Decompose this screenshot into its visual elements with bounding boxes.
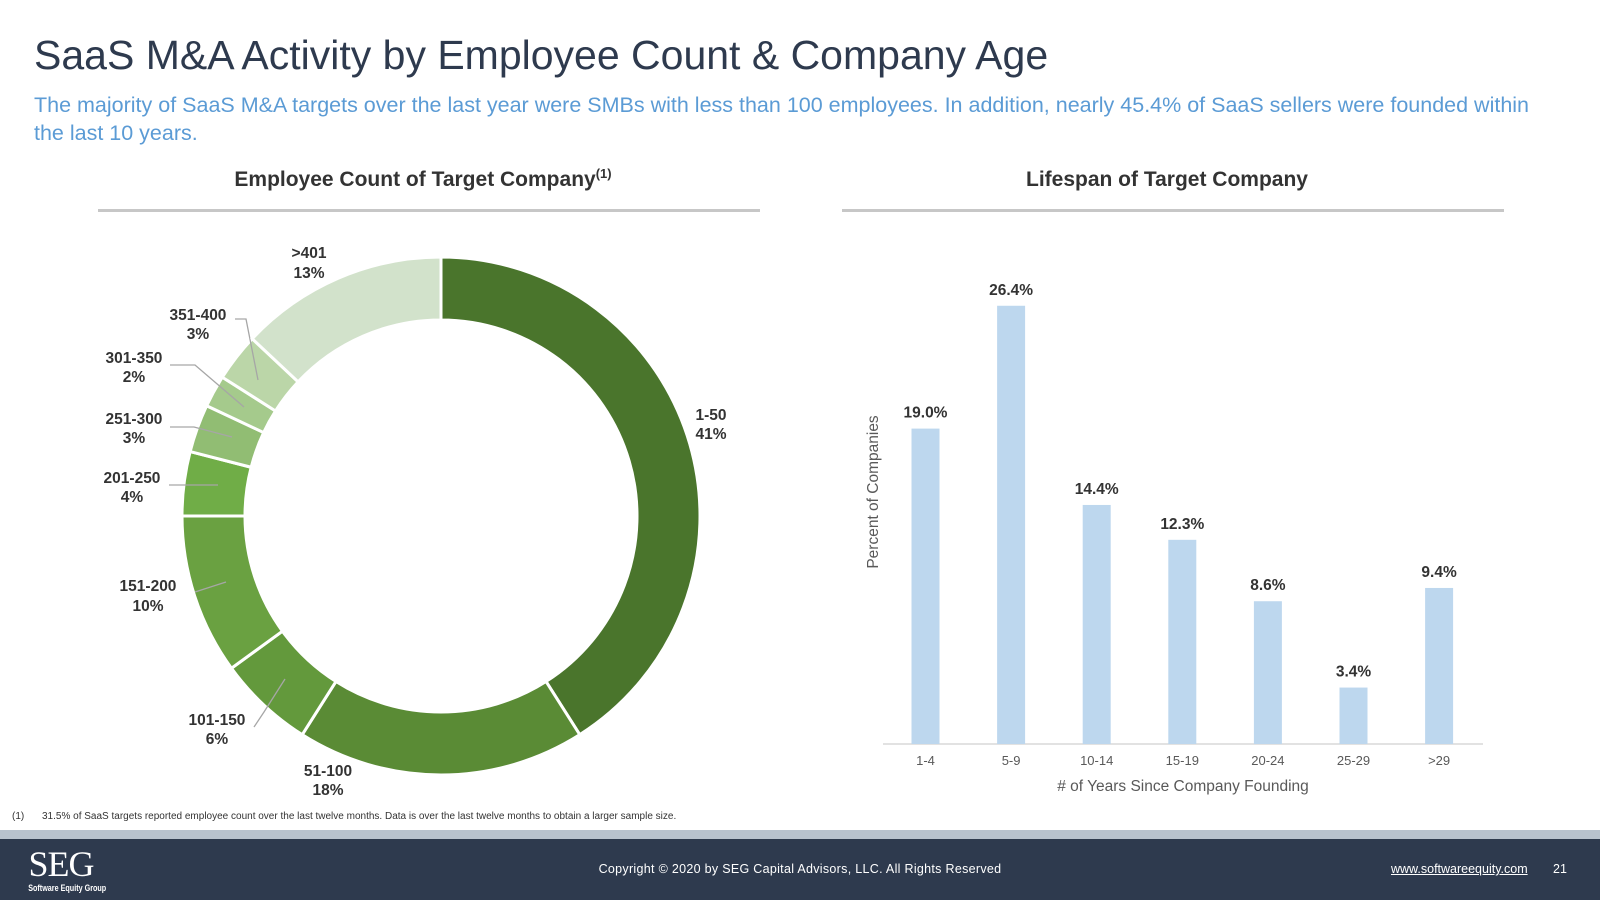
donut-chart-title: Employee Count of Target Company(1)	[98, 166, 748, 192]
bar-value-label: 3.4%	[1336, 664, 1372, 681]
bar-20-24	[1253, 601, 1282, 744]
donut-category-label: 1-50	[695, 407, 726, 424]
bar-tick-label: 5-9	[1002, 753, 1021, 768]
donut-leader-line	[253, 678, 286, 728]
bar-tick-label: 1-4	[916, 753, 935, 768]
seg-logo: SEG Software Equity Group	[20, 844, 107, 893]
donut-value-label: 2%	[123, 369, 146, 386]
donut-chart-title-footnote-ref: (1)	[595, 166, 612, 181]
bar-chart-title: Lifespan of Target Company	[1026, 168, 1308, 191]
logo-subtext: Software Equity Group	[28, 883, 107, 893]
logo-mark: SEG	[28, 844, 94, 884]
donut-value-label: 13%	[293, 265, 324, 282]
donut-value-label: 41%	[695, 426, 726, 443]
bar-5-9	[997, 305, 1026, 744]
page-number: 21	[1553, 862, 1567, 876]
bar-value-label: 14.4%	[1075, 481, 1119, 498]
bar-25-29	[1339, 687, 1368, 744]
footer-stripe	[0, 830, 1600, 839]
page-subtitle: The majority of SaaS M&A targets over th…	[34, 93, 1530, 145]
bar-tick-label: 10-14	[1080, 753, 1113, 768]
bar-10-14	[1082, 504, 1111, 744]
footnote-number: (1)	[12, 811, 25, 822]
donut-category-label: 251-300	[106, 411, 163, 428]
donut-chart: 1-50 41% 51-100 18% 101-150 6% 151-200 10% 201-2…	[104, 245, 727, 799]
donut-leader-line	[194, 581, 227, 593]
donut-category-label: >401	[292, 245, 327, 262]
copyright-text: Copyright © 2020 by SEG Capital Advisors…	[598, 862, 1002, 876]
donut-category-label: 201-250	[104, 470, 161, 487]
bar-value-label: 19.0%	[904, 405, 948, 422]
donut-leader-line	[235, 318, 259, 381]
website-link[interactable]: www.softwareequity.com	[1391, 862, 1528, 876]
bar-tick-label: 20-24	[1251, 753, 1284, 768]
donut-value-label: 4%	[121, 489, 144, 506]
footnote: (1) 31.5% of SaaS targets reported employ…	[12, 811, 676, 822]
donut-leader-line	[170, 426, 233, 438]
donut-leader-line	[170, 364, 245, 408]
bar-chart-title-rule	[842, 209, 1504, 212]
bar-15-19	[1168, 539, 1197, 744]
donut-value-label: 18%	[312, 782, 343, 799]
bar-gt29	[1425, 587, 1454, 744]
bar-value-label: 8.6%	[1250, 577, 1286, 594]
donut-chart-title-text: Employee Count of Target Company	[234, 168, 596, 191]
bar-tick-label: 15-19	[1166, 753, 1199, 768]
donut-value-label: 3%	[123, 430, 146, 447]
donut-category-label: 101-150	[189, 712, 246, 729]
bar-tick-label: >29	[1428, 753, 1450, 768]
footnote-text: 31.5% of SaaS targets reported employee …	[42, 811, 677, 822]
donut-category-label: 351-400	[170, 307, 227, 324]
bar-1-4	[911, 428, 940, 744]
bar-tick-label: 25-29	[1337, 753, 1370, 768]
donut-category-label: 301-350	[106, 350, 163, 367]
donut-slice-51-100	[300, 679, 582, 777]
donut-chart-title-rule	[98, 209, 760, 212]
bar-x-axis-title: # of Years Since Company Founding	[1057, 778, 1309, 795]
bar-value-label: 9.4%	[1421, 564, 1457, 581]
page-title: SaaS M&A Activity by Employee Count & Co…	[34, 32, 1049, 78]
donut-category-label: 151-200	[120, 578, 177, 595]
donut-slice-gt401	[250, 255, 443, 384]
donut-category-label: 51-100	[304, 763, 352, 780]
donut-value-label: 10%	[132, 598, 163, 615]
bar-value-label: 12.3%	[1160, 516, 1204, 533]
donut-slice-1-50	[439, 255, 702, 737]
bar-value-label: 26.4%	[989, 282, 1033, 299]
bar-y-axis-title: Percent of Companies	[865, 415, 882, 569]
donut-value-label: 6%	[206, 731, 229, 748]
footer: SEG Software Equity Group Copyright © 20…	[0, 839, 1600, 900]
donut-value-label: 3%	[187, 326, 210, 343]
